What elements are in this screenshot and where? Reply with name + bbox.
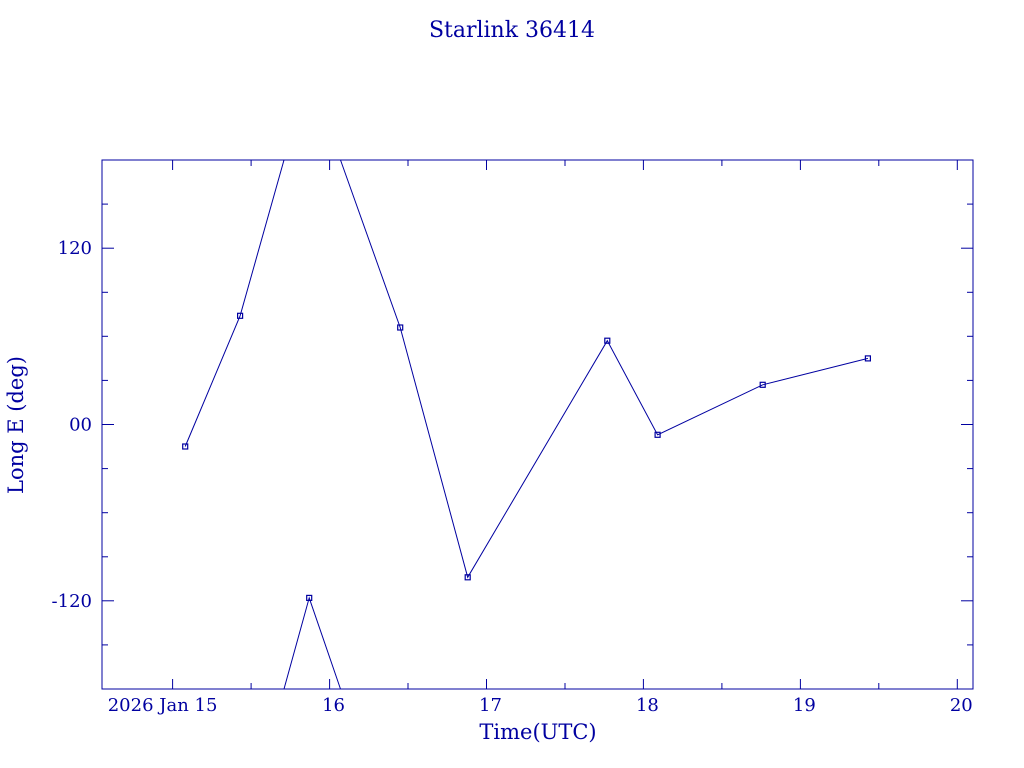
series-line: [340, 159, 869, 579]
data-point: [604, 337, 611, 344]
x-tick-label: 18: [636, 695, 659, 716]
axis-ticks: [102, 160, 973, 689]
data-point: [654, 431, 661, 438]
plot-frame: [101, 159, 974, 690]
x-tick-label: 16: [322, 695, 345, 716]
x-tick-label: 20: [950, 695, 973, 716]
data-point: [864, 355, 872, 362]
chart-title: Starlink 36414: [429, 18, 595, 43]
x-tick-label: 19: [793, 695, 816, 716]
series-line: [283, 596, 341, 690]
data-point: [182, 443, 189, 450]
data-point: [397, 324, 404, 331]
data-point: [464, 574, 471, 581]
series-line: [184, 159, 285, 447]
y-tick-label: -120: [52, 591, 92, 612]
y-tick-label: 120: [58, 238, 92, 259]
y-axis-label: Long E (deg): [4, 356, 28, 494]
data-point: [759, 381, 766, 388]
x-axis-label: Time(UTC): [479, 720, 596, 744]
series-group: [182, 159, 872, 690]
x-tick-label: 17: [479, 695, 502, 716]
data-point: [306, 594, 313, 602]
axis-tick-labels: 2026 Jan 15 16 17 18 19 20 120 00 -120: [52, 238, 973, 716]
x-tick-label: 2026 Jan 15: [108, 695, 218, 716]
data-point: [237, 312, 244, 319]
y-tick-label: 00: [69, 415, 92, 436]
